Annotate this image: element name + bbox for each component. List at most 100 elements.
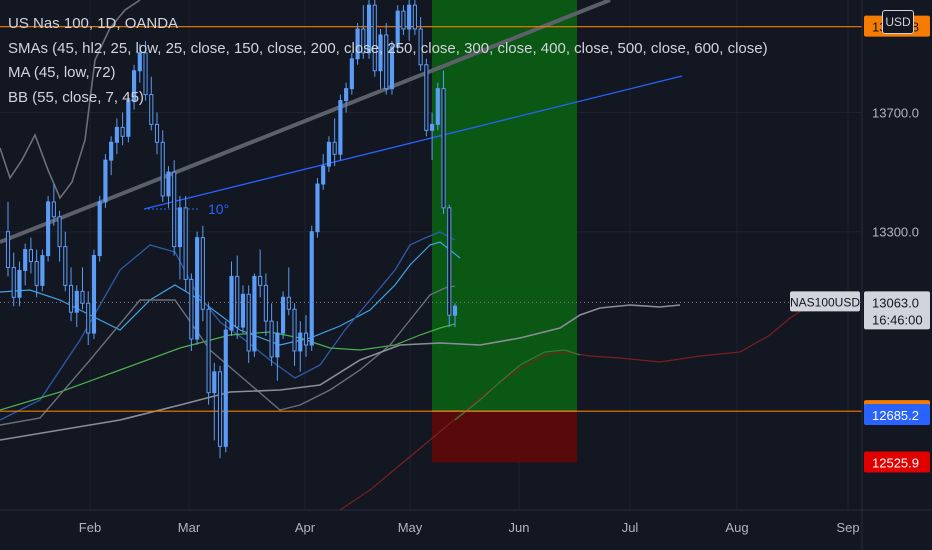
candle xyxy=(217,365,223,459)
x-tick-label: Apr xyxy=(295,520,316,535)
candle xyxy=(46,195,51,262)
x-tick-label: Feb xyxy=(79,520,101,535)
candle xyxy=(235,255,240,340)
chart-legend: US Nas 100, 1D, OANDA SMAs (45, hl2, 25,… xyxy=(8,12,768,110)
candle xyxy=(132,64,137,110)
x-tick-label: Jun xyxy=(509,520,530,535)
candle xyxy=(183,195,188,292)
symbol-label: NAS100USD xyxy=(790,295,860,309)
candle-body xyxy=(366,4,372,54)
candle-body xyxy=(189,278,194,340)
candle-body xyxy=(395,10,400,48)
candle-body xyxy=(252,275,257,352)
candle-body xyxy=(298,332,303,352)
candle-body xyxy=(177,207,182,248)
candle xyxy=(17,261,22,307)
currency-button[interactable]: USD xyxy=(882,10,914,34)
y-tick-label: 13300.0 xyxy=(872,225,919,240)
candle xyxy=(309,225,314,351)
candle xyxy=(195,231,200,345)
candle-body xyxy=(452,305,458,316)
price-label-box xyxy=(864,403,930,425)
candle xyxy=(212,362,217,441)
candle-body xyxy=(372,4,377,72)
candle-body xyxy=(292,308,297,352)
candle xyxy=(315,178,320,238)
trend-angle-label: 10° xyxy=(208,201,229,217)
candle xyxy=(206,303,211,405)
candle xyxy=(5,201,11,277)
candle-body xyxy=(195,237,200,340)
candle-body xyxy=(160,141,165,197)
candle xyxy=(80,267,85,310)
candle xyxy=(281,291,286,340)
candle-body xyxy=(441,88,446,209)
candle xyxy=(292,303,297,366)
candle xyxy=(160,130,165,202)
current-price-label-box xyxy=(864,291,930,330)
upper-band-line xyxy=(0,0,141,200)
candle xyxy=(74,285,79,328)
legend-bb: BB (55, close, 7, 45) xyxy=(8,88,144,106)
candle-body xyxy=(206,308,211,394)
candle-body xyxy=(86,302,91,334)
price-label-box xyxy=(864,451,930,473)
candle xyxy=(223,321,228,453)
candle-body xyxy=(63,246,68,286)
candle-body xyxy=(338,100,343,155)
candle xyxy=(407,0,412,41)
candle-body xyxy=(263,284,268,322)
candle-body xyxy=(217,371,223,447)
candle xyxy=(11,252,16,307)
candle xyxy=(34,249,39,298)
legend-symbol: US Nas 100, 1D, OANDA xyxy=(8,15,179,32)
lower-band-line xyxy=(0,285,456,426)
candle-body xyxy=(154,123,160,143)
candle xyxy=(401,5,406,35)
candle-body xyxy=(235,275,240,328)
x-tick-label: Sep xyxy=(836,520,859,535)
candle-body xyxy=(286,296,291,310)
candle xyxy=(57,210,62,262)
candle-body xyxy=(407,4,412,30)
candle xyxy=(109,136,114,176)
candle-body xyxy=(361,28,366,54)
blue-trend-line xyxy=(143,75,683,210)
candle xyxy=(137,43,142,83)
candle-body xyxy=(326,141,331,167)
candle xyxy=(326,136,331,173)
candle-body xyxy=(418,28,423,66)
candle xyxy=(114,118,119,155)
candle xyxy=(395,5,400,53)
candle-body xyxy=(384,34,389,90)
candle xyxy=(23,243,28,286)
candle-body xyxy=(91,255,97,334)
candle xyxy=(430,112,435,161)
candle xyxy=(424,58,429,137)
candle xyxy=(366,0,372,59)
price-label: 12685.2 xyxy=(872,408,919,423)
candle-body xyxy=(246,293,251,352)
candle-body xyxy=(435,88,440,125)
candle-body xyxy=(258,275,263,286)
candle-body xyxy=(68,284,74,313)
candle xyxy=(384,23,389,95)
candle xyxy=(40,249,45,292)
candle xyxy=(91,249,97,340)
candle-body xyxy=(34,261,39,286)
candle xyxy=(452,303,458,328)
candle-body xyxy=(40,255,45,286)
legend-smas: SMAs (45, hl2, 25, low, 25, close, 150, … xyxy=(8,39,768,57)
price-label: 12525.9 xyxy=(872,455,919,470)
candle-body xyxy=(183,207,188,280)
candle-body xyxy=(344,88,349,102)
candle xyxy=(269,303,274,366)
candle-body xyxy=(389,46,395,90)
candle-body xyxy=(5,231,11,268)
candle-body xyxy=(412,4,417,30)
candle xyxy=(298,321,303,372)
candle-body xyxy=(137,52,142,72)
candle-body xyxy=(11,266,16,298)
candle-body xyxy=(223,329,228,447)
